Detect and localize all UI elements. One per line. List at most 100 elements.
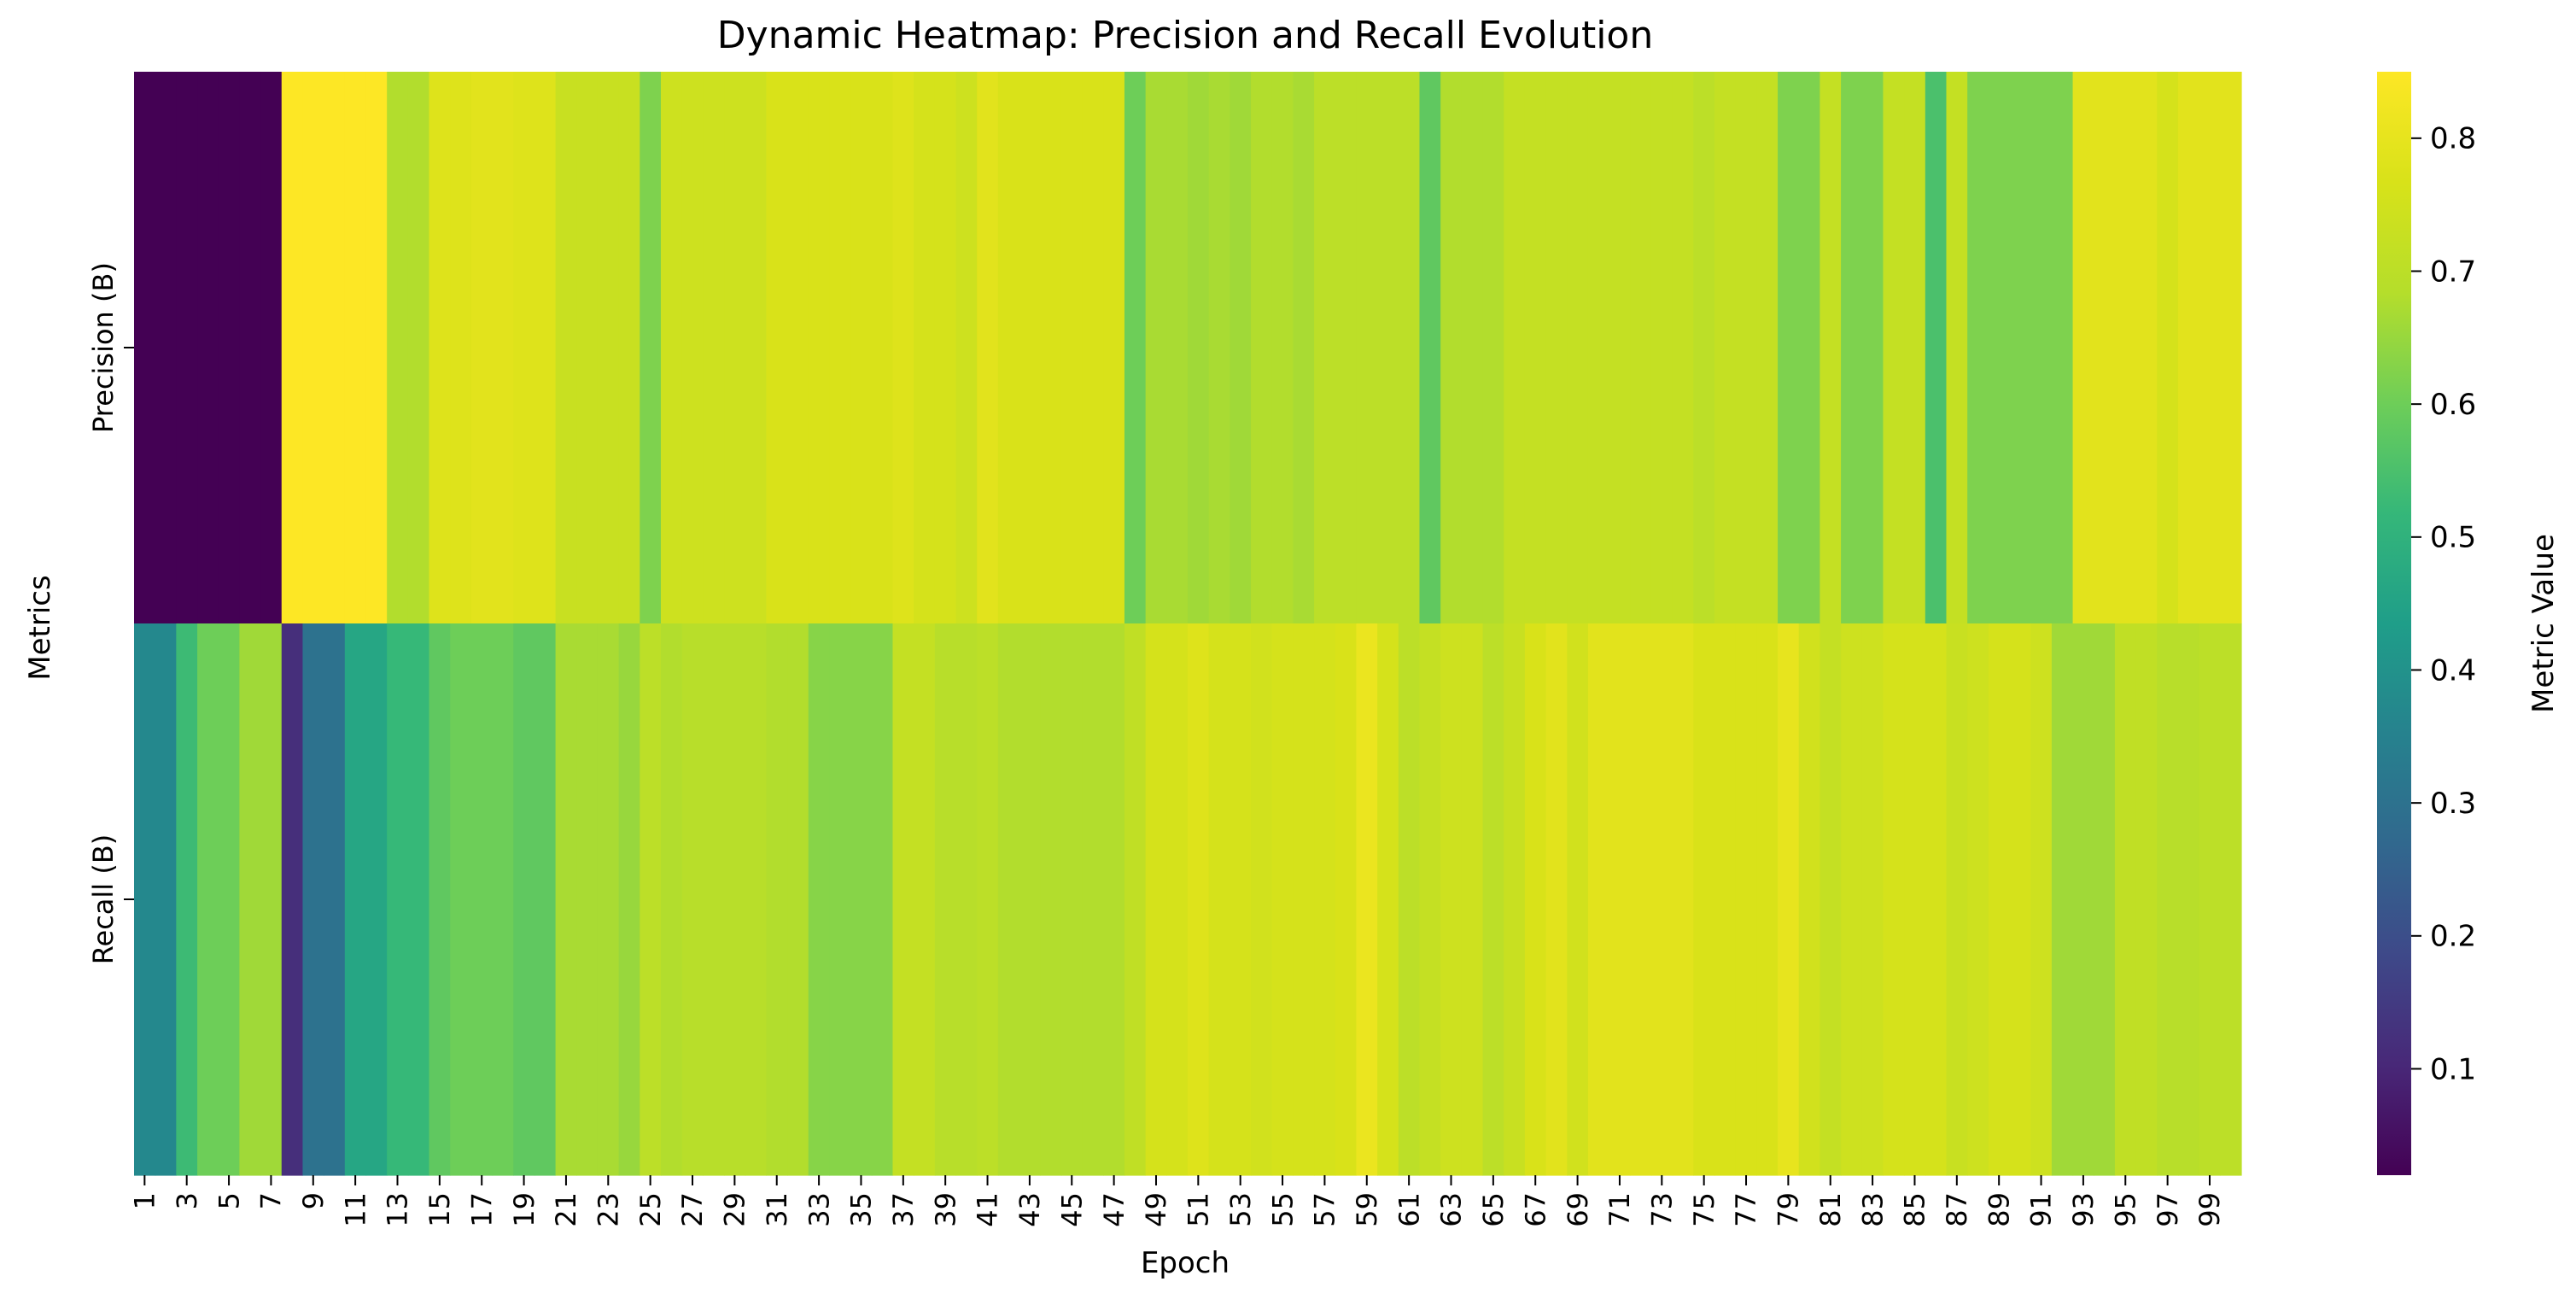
x-tick-label: 63	[1435, 1192, 1468, 1227]
heatmap-cell	[429, 623, 451, 1176]
colorbar-tick-label: 0.7	[2430, 255, 2476, 289]
heatmap-cell	[1714, 72, 1737, 624]
heatmap-cell	[1398, 623, 1421, 1176]
heatmap-cell	[955, 623, 978, 1176]
heatmap-cell	[407, 72, 430, 624]
x-tick-label: 23	[593, 1192, 625, 1227]
heatmap-cell	[1356, 72, 1378, 624]
heatmap-cell	[1188, 623, 1210, 1176]
heatmap-cell	[703, 623, 725, 1176]
heatmap-cell	[1756, 623, 1779, 1176]
heatmap-cell	[2072, 623, 2094, 1176]
heatmap-cell	[176, 623, 198, 1176]
heatmap-cell	[239, 72, 261, 624]
heatmap-cell	[1841, 72, 1863, 624]
heatmap-cell	[1820, 72, 1842, 624]
heatmap-cell	[997, 72, 1020, 624]
heatmap-cell	[1356, 623, 1378, 1176]
heatmap-cell	[2030, 72, 2053, 624]
heatmap-cell	[1019, 72, 1041, 624]
heatmap-cell	[681, 72, 704, 624]
x-tick-label: 13	[382, 1192, 414, 1227]
heatmap-cell	[1820, 623, 1842, 1176]
heatmap-cell	[344, 72, 367, 624]
heatmap-cell	[745, 72, 767, 624]
y-axis-label: Metrics	[23, 575, 57, 680]
heatmap-cell	[914, 72, 936, 624]
x-tick-label: 33	[803, 1192, 835, 1227]
heatmap-cell	[681, 623, 704, 1176]
heatmap-cell	[1946, 72, 1968, 624]
heatmap-cell	[1883, 623, 1905, 1176]
heatmap-cell	[555, 623, 577, 1176]
heatmap-cell	[1798, 72, 1820, 624]
x-tick-label: 75	[1688, 1192, 1720, 1227]
colorbar-tick-label: 0.6	[2430, 388, 2476, 422]
x-tick-label: 65	[1477, 1192, 1510, 1227]
heatmap-cell	[1166, 72, 1189, 624]
x-tick-label: 1	[129, 1192, 161, 1209]
heatmap-cell	[955, 72, 978, 624]
heatmap-cell	[1335, 72, 1358, 624]
heatmap-cell	[470, 72, 494, 624]
x-tick-label: 27	[676, 1192, 709, 1227]
heatmap-cell	[1735, 623, 1757, 1176]
heatmap-cell	[1208, 72, 1230, 624]
heatmap-cell	[1040, 623, 1062, 1176]
x-tick-label: 93	[2067, 1192, 2100, 1227]
heatmap-cell	[1145, 623, 1167, 1176]
heatmap-cell	[1524, 623, 1547, 1176]
heatmap-cell	[2177, 72, 2200, 624]
heatmap-cell	[1504, 72, 1526, 624]
x-tick-label: 49	[1140, 1192, 1172, 1227]
heatmap-cell	[1714, 623, 1737, 1176]
heatmap-cell	[829, 623, 851, 1176]
heatmap-cell	[1925, 623, 1948, 1176]
x-tick-label: 71	[1603, 1192, 1636, 1227]
heatmap-cell	[1124, 72, 1147, 624]
heatmap-cell	[1060, 623, 1084, 1176]
heatmap-cell	[302, 72, 324, 624]
heatmap-cell	[661, 623, 683, 1176]
heatmap-cell	[218, 72, 240, 624]
heatmap-cell	[1251, 72, 1273, 624]
heatmap-cell	[1735, 72, 1757, 624]
y-tick-label: Precision (B)	[87, 262, 120, 433]
x-tick-label: 5	[213, 1192, 245, 1209]
heatmap-cell	[155, 623, 177, 1176]
heatmap-cell	[850, 623, 873, 1176]
heatmap-cell	[450, 623, 472, 1176]
heatmap-cell	[2220, 72, 2242, 624]
heatmap-cell	[1398, 72, 1421, 624]
heatmap-cell	[1040, 72, 1062, 624]
heatmap-cell	[618, 623, 640, 1176]
heatmap-cell	[2177, 623, 2200, 1176]
x-tick-label: 59	[1351, 1192, 1383, 1227]
heatmap-cell	[555, 72, 577, 624]
heatmap-cell	[1545, 72, 1568, 624]
heatmap-cell	[892, 623, 914, 1176]
x-tick-label: 83	[1856, 1192, 1889, 1227]
heatmap-cell	[281, 72, 304, 624]
x-tick-label: 7	[255, 1192, 288, 1209]
heatmap-cell	[766, 623, 788, 1176]
heatmap-cell	[1314, 72, 1336, 624]
heatmap-cell	[1419, 623, 1441, 1176]
heatmap-cell	[1504, 623, 1526, 1176]
heatmap-cell	[661, 72, 683, 624]
heatmap-cell	[239, 623, 261, 1176]
heatmap-cell	[1904, 623, 1926, 1176]
heatmap-cell	[324, 623, 346, 1176]
heatmap-cell	[2051, 623, 2074, 1176]
x-axis: 1 3 5 7 9 11 13 15 17 19 21 23 25 27 29 31 33 35 37 39 41 43 4…	[129, 1175, 2226, 1227]
heatmap-cell	[1587, 623, 1610, 1176]
colorbar-tick-label: 0.1	[2430, 1052, 2476, 1086]
heatmap-cell	[2094, 72, 2116, 624]
x-tick-label: 57	[1309, 1192, 1341, 1227]
heatmap-cell	[997, 623, 1020, 1176]
x-tick-label: 87	[1941, 1192, 1973, 1227]
heatmap-cell	[724, 72, 746, 624]
x-tick-label: 89	[1983, 1192, 2015, 1227]
x-tick-label: 67	[1519, 1192, 1551, 1227]
